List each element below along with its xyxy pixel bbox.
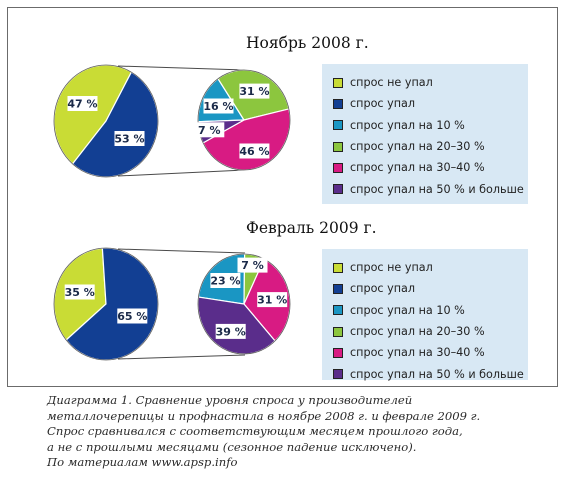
nov2008-breakdown-label-bg (194, 122, 225, 138)
feb2009-breakdown-outline (197, 253, 291, 355)
legend-label: спрос упал на 10 % (350, 118, 465, 132)
feb2009-main-label-bg (117, 308, 148, 324)
legend-swatch-fell (333, 283, 343, 294)
feb2009-main-label-not-fell: 35 % (65, 286, 95, 299)
legend-label: спрос упал на 10 % (350, 303, 465, 317)
nov2008-main-label-fell: 53 % (114, 133, 144, 146)
legend-label: спрос упал (350, 282, 416, 296)
caption-line: По материалам www.apsp.info (47, 455, 238, 470)
nov2008-main-outline (53, 64, 159, 178)
legend-label: спрос упал на 50 % и больше (350, 367, 524, 381)
legend-swatch-fell-20-30 (333, 326, 343, 337)
legend-item: спрос упал на 50 % и больше (333, 363, 528, 384)
legend-swatch-fell-10 (333, 120, 343, 131)
feb2009-breakdown-label-bg (257, 292, 288, 308)
legend-swatch-fell-50-plus (333, 184, 343, 195)
legend-label: спрос упал на 30–40 % (350, 346, 485, 360)
nov2008-breakdown-label-fell-10: 16 % (203, 100, 233, 113)
nov2008-breakdown-label-bg (239, 83, 270, 99)
legend-label: спрос упал на 20–30 % (350, 140, 485, 154)
nov2008-breakdown-label-fell-20-30: 31 % (239, 85, 269, 98)
legend-swatch-fell-10 (333, 305, 343, 316)
caption-line: а не с прошлыми месяцами (сезонное паден… (47, 439, 417, 454)
caption-line: Спрос сравнивался с соответствующим меся… (47, 424, 463, 439)
nov2008-breakdown-label-bg (239, 143, 270, 159)
legend-label: спрос не упал (350, 76, 433, 90)
legend-item: спрос упал на 50 % и больше (333, 178, 528, 199)
nov2008-main-label-bg (67, 96, 98, 111)
nov2008-connector (117, 65, 246, 177)
legend-item: спрос упал (333, 278, 528, 299)
legend-label: спрос упал на 30–40 % (350, 161, 485, 175)
legend-swatch-fell-20-30 (333, 141, 343, 152)
legend-label: спрос упал на 20–30 % (350, 325, 485, 339)
feb2009-breakdown-label-fell-50-plus: 39 % (216, 325, 246, 338)
feb2009-breakdown-label-fell-20-30: 7 % (241, 259, 264, 272)
nov2008-breakdown-label-fell-30-40: 46 % (239, 145, 269, 158)
legend-item: спрос упал на 20–30 % (333, 136, 528, 157)
feb2009-main-label-fell: 65 % (117, 310, 147, 323)
chart-title-november-2008: Ноябрь 2008 г. (246, 34, 369, 52)
legend-item: спрос не упал (333, 257, 528, 278)
legend-label: спрос не упал (350, 261, 433, 275)
nov2008-breakdown-label-bg (203, 98, 234, 114)
legend-label: спрос упал (350, 97, 416, 111)
legend-item: спрос упал на 10 % (333, 115, 528, 136)
nov2008-main-label-not-fell: 47 % (67, 98, 97, 111)
feb2009-breakdown-label-bg (237, 257, 268, 273)
legend-swatch-not-fell (333, 77, 343, 88)
figure-caption: Диаграмма 1. Сравнение уровня спроса у п… (47, 393, 557, 471)
legend-swatch-fell-30-40 (333, 347, 343, 358)
legend-swatch-fell (333, 98, 343, 109)
legend-item: спрос упал (333, 93, 528, 114)
nov2008-breakdown-label-fell-50-plus: 7 % (198, 124, 221, 137)
legend-november-2008: спрос не упал спрос упал спрос упал на 1… (322, 64, 528, 204)
legend-february-2009: спрос не упал спрос упал спрос упал на 1… (322, 249, 528, 381)
caption-line: металлочерепицы и профнастила в ноябре 2… (47, 408, 481, 423)
chart-title-february-2009: Февраль 2009 г. (246, 219, 377, 237)
feb2009-connector (117, 248, 246, 360)
feb2009-main-outline (53, 247, 159, 361)
legend-item: спрос упал на 30–40 % (333, 157, 528, 178)
caption-line: Диаграмма 1. Сравнение уровня спроса у п… (47, 393, 413, 407)
legend-item: спрос упал на 10 % (333, 300, 528, 321)
legend-swatch-fell-30-40 (333, 162, 343, 173)
feb2009-breakdown-label-fell-10: 23 % (210, 275, 240, 288)
feb2009-main-label-bg (64, 284, 95, 300)
feb2009-breakdown-label-bg (215, 323, 246, 339)
legend-item: спрос упал на 30–40 % (333, 342, 528, 363)
legend-swatch-fell-50-plus (333, 369, 343, 380)
legend-item: спрос упал на 20–30 % (333, 321, 528, 342)
legend-swatch-not-fell (333, 262, 343, 273)
nov2008-main-label-bg (114, 131, 145, 146)
feb2009-breakdown-label-bg (210, 273, 241, 288)
legend-label: спрос упал на 50 % и больше (350, 182, 524, 196)
nov2008-breakdown-outline (197, 69, 291, 171)
legend-item: спрос не упал (333, 72, 528, 93)
feb2009-breakdown-label-fell-30-40: 31 % (257, 294, 287, 307)
